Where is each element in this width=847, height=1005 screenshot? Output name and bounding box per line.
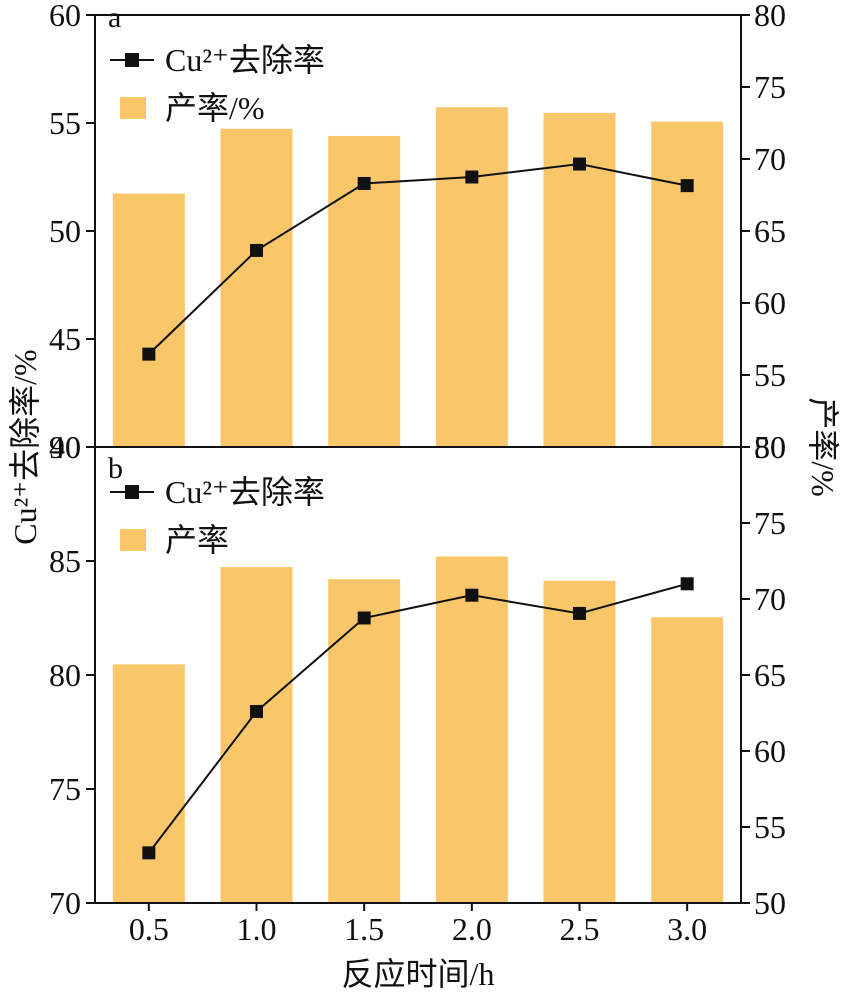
right-tick-label-a-60: 60 (754, 285, 786, 321)
left-tick-label-b-80: 80 (49, 657, 81, 693)
legend-label-line-b: Cu²⁺去除率 (165, 474, 325, 510)
right-tick-label-b-70: 70 (754, 581, 786, 617)
marker-a-2.5 (573, 157, 586, 171)
marker-b-2.0 (465, 588, 479, 602)
panel-label-a: a (108, 1, 121, 34)
marker-b-3.0 (680, 577, 694, 591)
panel-label-b: b (108, 452, 123, 485)
right-tick-label-b-50: 50 (754, 885, 786, 921)
marker-b-1.5 (357, 611, 371, 625)
x-tick-label-1.5: 1.5 (344, 911, 384, 947)
right-tick-label-b-80: 80 (754, 429, 786, 465)
left-tick-label-b-75: 75 (49, 771, 81, 807)
right-tick-label-a-50: 50 (754, 429, 786, 465)
right-tick-label-b-75: 75 (754, 505, 786, 541)
legend-marker-swatch-b (125, 485, 139, 499)
marker-b-2.5 (573, 606, 586, 620)
x-tick-label-2.0: 2.0 (452, 911, 492, 947)
left-y-axis-title: Cu²⁺去除率/% (7, 349, 43, 544)
legend-bar-swatch-b (120, 529, 146, 551)
marker-a-3.0 (680, 179, 694, 193)
bar-a-0.5 (112, 193, 185, 447)
right-tick-label-a-65: 65 (754, 213, 786, 249)
left-tick-label-a-55: 55 (49, 105, 81, 141)
line-series-b (148, 582, 688, 854)
left-tick-label-b-85: 85 (49, 543, 81, 579)
bar-a-3.0 (651, 121, 724, 447)
marker-b-1.0 (250, 704, 263, 718)
marker-a-2.0 (465, 170, 479, 184)
line-series-a (148, 163, 688, 355)
legend-label-bar-b: 产率 (165, 522, 229, 558)
marker-b-0.5 (142, 846, 156, 860)
marker-a-0.5 (142, 347, 156, 361)
x-tick-label-2.5: 2.5 (560, 911, 600, 947)
bar-b-2.0 (435, 556, 508, 903)
bar-b-2.5 (543, 580, 616, 903)
left-tick-label-a-60: 60 (49, 0, 81, 33)
left-tick-label-b-90: 90 (49, 429, 81, 465)
right-tick-label-a-55: 55 (754, 357, 786, 393)
right-tick-label-a-75: 75 (754, 69, 786, 105)
right-tick-label-b-60: 60 (754, 733, 786, 769)
x-tick-label-0.5: 0.5 (129, 911, 169, 947)
x-axis-title: 反应时间/h (342, 956, 495, 992)
legend-marker-swatch-a (125, 53, 139, 67)
right-tick-label-a-70: 70 (754, 141, 786, 177)
marker-a-1.0 (250, 243, 263, 257)
left-tick-label-a-45: 45 (49, 321, 81, 357)
left-tick-label-b-70: 70 (49, 885, 81, 921)
left-tick-label-a-40: 40 (49, 429, 81, 465)
bar-a-2.0 (435, 107, 508, 447)
right-tick-label-a-80: 80 (754, 0, 786, 33)
bar-b-3.0 (651, 617, 724, 903)
bar-a-1.0 (220, 128, 293, 447)
legend-bar-swatch-a (120, 97, 146, 119)
right-tick-label-b-55: 55 (754, 809, 786, 845)
bar-b-1.0 (220, 567, 293, 903)
x-tick-label-3.0: 3.0 (667, 911, 707, 947)
legend-label-bar-a: 产率/% (165, 90, 265, 126)
bar-b-1.5 (328, 579, 401, 903)
right-tick-label-b-65: 65 (754, 657, 786, 693)
legend-label-line-a: Cu²⁺去除率 (165, 42, 325, 78)
marker-a-1.5 (357, 176, 371, 190)
right-y-axis-title: 产率/% (805, 397, 841, 497)
left-tick-label-a-50: 50 (49, 213, 81, 249)
x-tick-label-1.0: 1.0 (237, 911, 277, 947)
bar-b-0.5 (112, 664, 185, 903)
